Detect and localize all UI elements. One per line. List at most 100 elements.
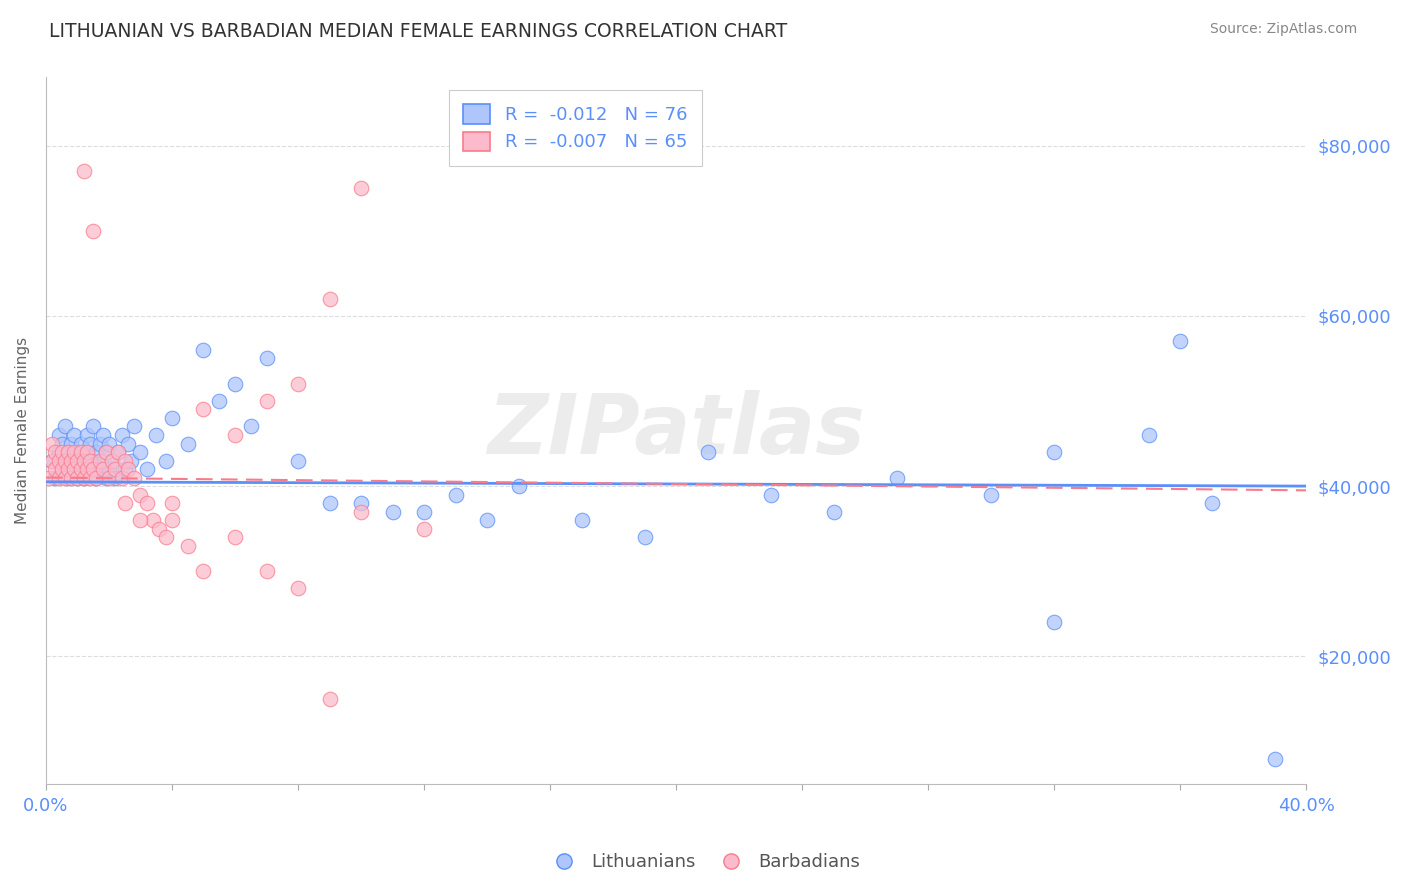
Point xyxy=(145,428,167,442)
Point xyxy=(66,470,89,484)
Point xyxy=(82,224,104,238)
Point xyxy=(633,530,655,544)
Point xyxy=(63,445,86,459)
Point xyxy=(51,436,73,450)
Point xyxy=(98,436,121,450)
Point xyxy=(63,462,86,476)
Point xyxy=(224,530,246,544)
Point xyxy=(73,164,96,178)
Point xyxy=(69,462,91,476)
Point xyxy=(318,692,340,706)
Point xyxy=(53,453,76,467)
Point xyxy=(63,428,86,442)
Point xyxy=(53,453,76,467)
Point xyxy=(69,445,91,459)
Point xyxy=(104,470,127,484)
Point xyxy=(160,411,183,425)
Text: ZIPatlas: ZIPatlas xyxy=(486,391,865,471)
Point xyxy=(98,462,121,476)
Point xyxy=(129,513,152,527)
Point xyxy=(117,462,139,476)
Point xyxy=(107,445,129,459)
Point xyxy=(48,453,70,467)
Point xyxy=(1043,615,1066,630)
Point xyxy=(117,436,139,450)
Point xyxy=(287,581,309,595)
Point xyxy=(350,496,373,510)
Point xyxy=(44,462,66,476)
Point xyxy=(696,445,718,459)
Point xyxy=(73,453,96,467)
Point xyxy=(38,470,60,484)
Point xyxy=(122,470,145,484)
Point xyxy=(82,419,104,434)
Point xyxy=(86,470,108,484)
Point xyxy=(129,445,152,459)
Text: Source: ZipAtlas.com: Source: ZipAtlas.com xyxy=(1209,22,1357,37)
Point xyxy=(69,436,91,450)
Point xyxy=(135,462,157,476)
Point xyxy=(160,513,183,527)
Point xyxy=(91,428,114,442)
Point xyxy=(129,487,152,501)
Point xyxy=(135,496,157,510)
Point xyxy=(73,453,96,467)
Point xyxy=(886,470,908,484)
Point xyxy=(107,445,129,459)
Point xyxy=(101,453,124,467)
Point xyxy=(51,462,73,476)
Point xyxy=(79,462,101,476)
Point xyxy=(76,428,98,442)
Point xyxy=(56,445,79,459)
Point xyxy=(53,470,76,484)
Point xyxy=(1043,445,1066,459)
Point xyxy=(350,181,373,195)
Point xyxy=(63,453,86,467)
Point xyxy=(224,376,246,391)
Point xyxy=(79,453,101,467)
Point xyxy=(1137,428,1160,442)
Point xyxy=(66,470,89,484)
Point xyxy=(177,539,200,553)
Point xyxy=(89,462,111,476)
Point xyxy=(318,292,340,306)
Point xyxy=(110,470,132,484)
Point xyxy=(110,428,132,442)
Legend: Lithuanians, Barbadians: Lithuanians, Barbadians xyxy=(538,847,868,879)
Point xyxy=(318,496,340,510)
Point xyxy=(66,453,89,467)
Point xyxy=(48,428,70,442)
Point xyxy=(759,487,782,501)
Point xyxy=(89,453,111,467)
Point xyxy=(101,453,124,467)
Point xyxy=(56,462,79,476)
Point xyxy=(89,436,111,450)
Point xyxy=(94,445,117,459)
Point xyxy=(413,505,436,519)
Point xyxy=(155,530,177,544)
Point xyxy=(148,522,170,536)
Point xyxy=(60,436,83,450)
Point xyxy=(256,564,278,578)
Point xyxy=(208,393,231,408)
Point xyxy=(56,470,79,484)
Point xyxy=(66,445,89,459)
Point xyxy=(76,445,98,459)
Point xyxy=(79,436,101,450)
Point xyxy=(287,453,309,467)
Point xyxy=(53,419,76,434)
Point xyxy=(508,479,530,493)
Point xyxy=(60,453,83,467)
Point xyxy=(475,513,498,527)
Point xyxy=(104,462,127,476)
Point xyxy=(1168,334,1191,349)
Point xyxy=(91,453,114,467)
Point xyxy=(79,470,101,484)
Legend: R =  -0.012   N = 76, R =  -0.007   N = 65: R = -0.012 N = 76, R = -0.007 N = 65 xyxy=(449,90,702,166)
Point xyxy=(73,470,96,484)
Point xyxy=(193,402,215,417)
Point xyxy=(41,453,63,467)
Point xyxy=(41,436,63,450)
Point xyxy=(44,470,66,484)
Point xyxy=(94,445,117,459)
